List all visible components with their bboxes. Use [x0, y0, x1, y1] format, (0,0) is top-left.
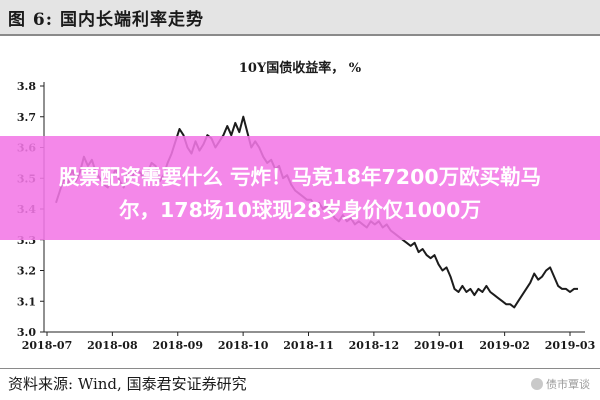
x-tick-label: 2019-01 — [414, 339, 465, 352]
y-tick-label: 3.8 — [17, 80, 36, 93]
watermark-text: 债市覃谈 — [546, 378, 590, 391]
x-tick-label: 2018-12 — [349, 339, 400, 352]
banner-text: 股票配资需要什么 亏炸！马竞18年7200万欧买勒马 尔，178场10球现28岁… — [58, 165, 542, 222]
source-divider — [0, 368, 600, 369]
header-divider — [0, 34, 600, 36]
y-tick-label: 3.7 — [17, 111, 36, 124]
chart-title: 10Y国债收益率， % — [239, 60, 362, 76]
x-tick-label: 2019-02 — [479, 339, 530, 352]
watermark: 债市覃谈 — [531, 376, 590, 392]
wechat-icon — [531, 378, 543, 390]
y-tick-label: 3.1 — [17, 295, 36, 308]
x-tick-label: 2018-11 — [283, 339, 334, 352]
y-tick-label: 3.0 — [17, 326, 36, 339]
figure-header: 图 6: 国内长端利率走势 — [0, 0, 600, 34]
x-tick-label: 2019-03 — [545, 339, 596, 352]
x-tick-label: 2018-10 — [218, 339, 269, 352]
x-axis: 2018-07 2018-08 2018-09 2018-10 2018-11 2018-… — [22, 331, 596, 352]
figure-title: 图 6: 国内长端利率走势 — [8, 10, 204, 30]
source-note: 资料来源: Wind, 国泰君安证券研究 — [8, 375, 247, 393]
y-tick-label: 3.2 — [17, 265, 36, 278]
x-tick-label: 2018-08 — [87, 339, 138, 352]
x-tick-label: 2018-07 — [22, 339, 73, 352]
overlay-banner: 股票配资需要什么 亏炸！马竞18年7200万欧买勒马 尔，178场10球现28岁… — [0, 136, 600, 240]
x-tick-label: 2018-09 — [153, 339, 204, 352]
